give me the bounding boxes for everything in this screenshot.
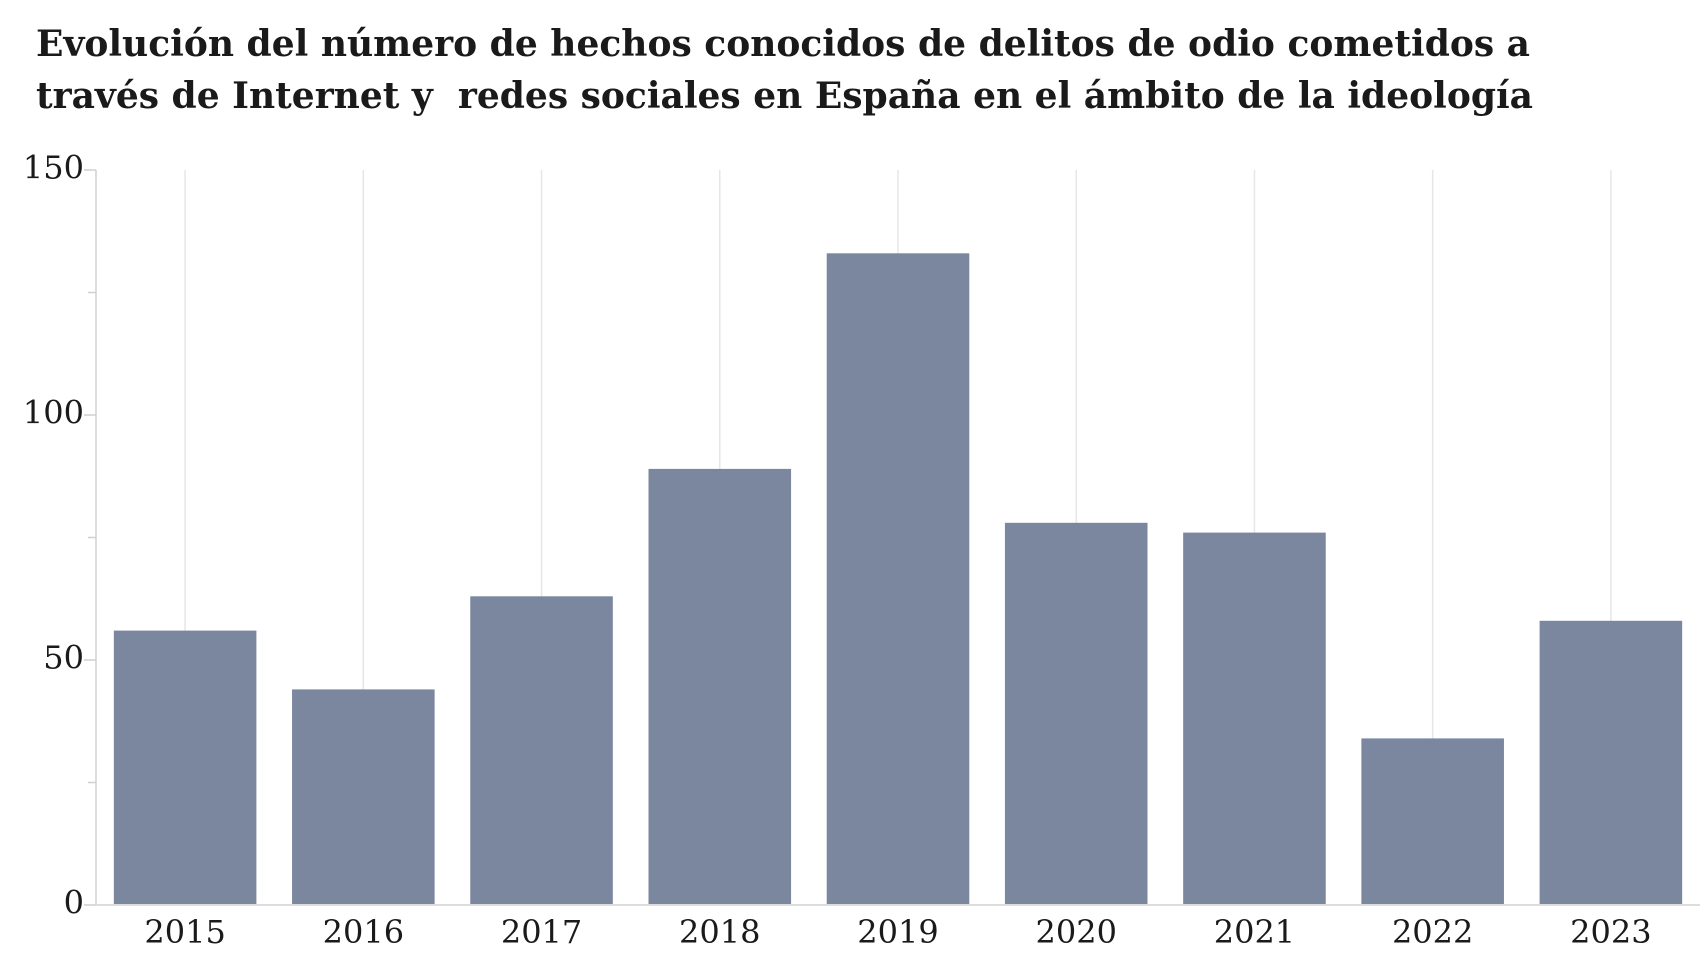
bar-2022 xyxy=(1361,738,1504,905)
bar-2018 xyxy=(648,468,792,905)
x-tick-label: 2021 xyxy=(1214,913,1295,951)
x-tick-label: 2016 xyxy=(323,913,404,951)
x-tick-label: 2015 xyxy=(144,913,225,951)
chart-title-line-2: través de Internet y redes sociales en E… xyxy=(36,75,1534,117)
axes xyxy=(84,169,1700,906)
bars xyxy=(113,253,1683,906)
bar-2017 xyxy=(470,596,613,905)
chart-title-line-1: Evolución del número de hechos conocidos… xyxy=(36,23,1530,65)
y-tick-label: 100 xyxy=(23,394,84,432)
y-tick-label: 150 xyxy=(23,149,84,187)
x-tick-label: 2023 xyxy=(1570,913,1651,951)
bar-2015 xyxy=(113,630,257,905)
x-tick-label: 2018 xyxy=(679,913,760,951)
bar-2020 xyxy=(1004,522,1148,905)
y-tick-labels: 0 50 100 150 xyxy=(23,149,84,922)
x-tick-label: 2017 xyxy=(501,913,582,951)
y-tick-label: 0 xyxy=(64,884,84,922)
bar-2019 xyxy=(826,253,970,906)
y-tick-label: 50 xyxy=(43,639,84,677)
bar-2023 xyxy=(1539,620,1683,905)
bar-2016 xyxy=(292,689,435,905)
x-tick-labels: 2015 2016 2017 2018 2019 2020 2021 2022 2023 xyxy=(144,913,1651,951)
chart-title: Evolución del número de hechos conocidos… xyxy=(36,18,1676,122)
x-tick-label: 2019 xyxy=(857,913,938,951)
x-tick-label: 2020 xyxy=(1036,913,1117,951)
bar-2021 xyxy=(1183,532,1326,905)
x-tick-label: 2022 xyxy=(1392,913,1473,951)
